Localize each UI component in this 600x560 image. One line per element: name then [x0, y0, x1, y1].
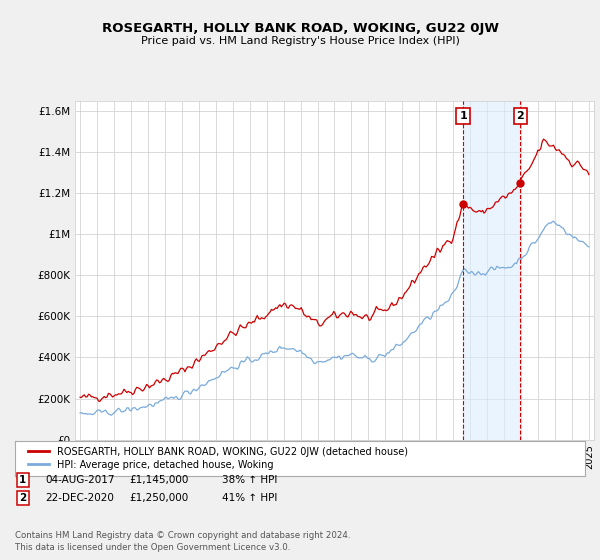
Text: 22-DEC-2020: 22-DEC-2020 — [45, 493, 114, 503]
Text: 1: 1 — [459, 111, 467, 121]
Bar — [463, 101, 520, 440]
Text: 1: 1 — [19, 475, 26, 485]
Text: Contains HM Land Registry data © Crown copyright and database right 2024.
This d: Contains HM Land Registry data © Crown c… — [15, 531, 350, 552]
Legend: ROSEGARTH, HOLLY BANK ROAD, WOKING, GU22 0JW (detached house), HPI: Average pric: ROSEGARTH, HOLLY BANK ROAD, WOKING, GU22… — [23, 442, 413, 475]
Text: 04-AUG-2017: 04-AUG-2017 — [45, 475, 115, 485]
Text: 2: 2 — [19, 493, 26, 503]
Text: £1,145,000: £1,145,000 — [129, 475, 188, 485]
Text: 2: 2 — [517, 111, 524, 121]
Text: Price paid vs. HM Land Registry's House Price Index (HPI): Price paid vs. HM Land Registry's House … — [140, 36, 460, 46]
Text: ROSEGARTH, HOLLY BANK ROAD, WOKING, GU22 0JW: ROSEGARTH, HOLLY BANK ROAD, WOKING, GU22… — [101, 22, 499, 35]
Text: 41% ↑ HPI: 41% ↑ HPI — [222, 493, 277, 503]
Text: £1,250,000: £1,250,000 — [129, 493, 188, 503]
Text: 38% ↑ HPI: 38% ↑ HPI — [222, 475, 277, 485]
